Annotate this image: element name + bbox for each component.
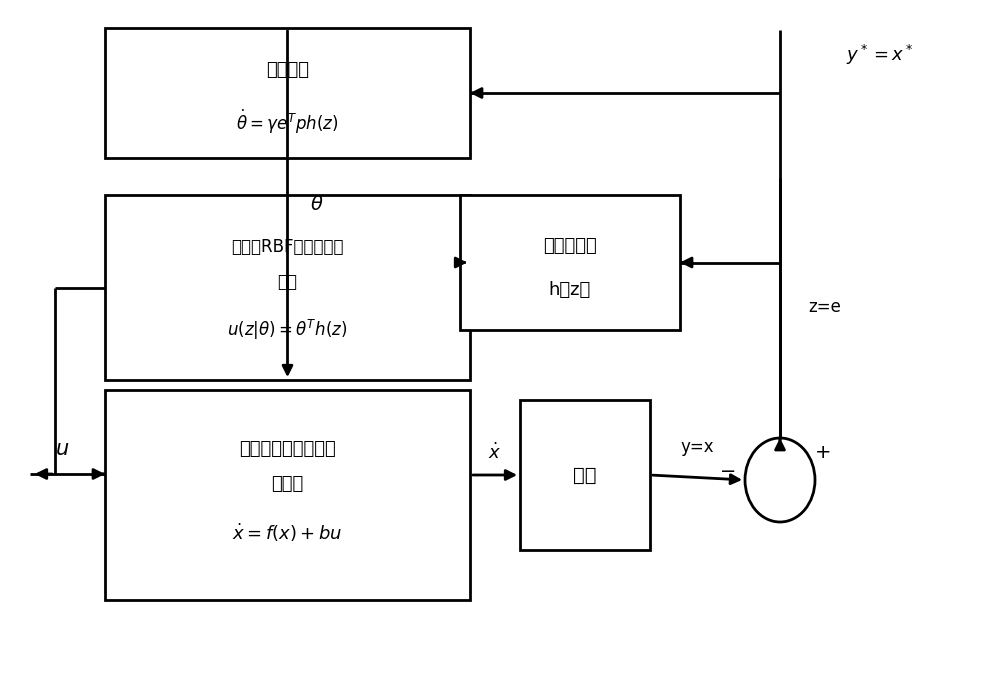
- Text: $-$: $-$: [719, 461, 735, 480]
- Bar: [105, 28, 470, 158]
- Text: $\dot{x}=f(x)+bu$: $\dot{x}=f(x)+bu$: [232, 521, 343, 544]
- Text: $\theta$: $\theta$: [310, 194, 323, 213]
- Text: 自适应律: 自适应律: [266, 61, 309, 78]
- Text: 高斯基函数: 高斯基函数: [543, 237, 597, 255]
- Text: 三相并联型有源电力: 三相并联型有源电力: [239, 440, 336, 458]
- Text: z=e: z=e: [809, 298, 841, 317]
- Text: $u$: $u$: [55, 439, 69, 459]
- Text: y=x: y=x: [681, 438, 714, 456]
- Text: 自适应RBF神经网络控: 自适应RBF神经网络控: [231, 238, 344, 256]
- Text: $\dot{x}$: $\dot{x}$: [488, 443, 502, 463]
- Bar: [460, 195, 680, 330]
- Text: $u(z|\theta)=\theta^T h(z)$: $u(z|\theta)=\theta^T h(z)$: [227, 318, 348, 342]
- Text: 滤波器: 滤波器: [271, 475, 304, 493]
- Bar: [520, 400, 650, 550]
- Ellipse shape: [745, 438, 815, 522]
- Text: 积分: 积分: [573, 466, 597, 484]
- Text: h（z）: h（z）: [549, 280, 591, 298]
- Text: $\dot{\theta}=\gamma e^T ph(z)$: $\dot{\theta}=\gamma e^T ph(z)$: [236, 108, 339, 136]
- Bar: [105, 390, 470, 600]
- Text: $+$: $+$: [814, 443, 830, 463]
- Text: $y^*=x^*$: $y^*=x^*$: [846, 43, 914, 67]
- Bar: [105, 195, 470, 380]
- Text: 制器: 制器: [278, 273, 298, 291]
